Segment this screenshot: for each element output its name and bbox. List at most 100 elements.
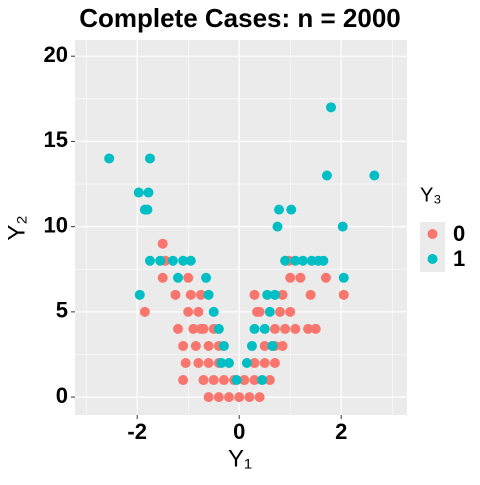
- y-tick-label: 20: [44, 42, 68, 67]
- point: [249, 358, 260, 369]
- y-tick-label: 10: [44, 212, 68, 237]
- point: [183, 306, 194, 317]
- point: [277, 289, 288, 300]
- point: [133, 187, 144, 198]
- point: [213, 392, 224, 403]
- point: [267, 340, 278, 351]
- point: [239, 375, 250, 386]
- point: [295, 272, 306, 283]
- point: [246, 340, 257, 351]
- point: [185, 289, 196, 300]
- point: [318, 255, 329, 266]
- point: [193, 306, 204, 317]
- point: [185, 255, 196, 266]
- point: [249, 375, 260, 386]
- panel: [75, 40, 407, 415]
- point: [208, 306, 219, 317]
- point: [273, 204, 284, 215]
- point: [338, 272, 349, 283]
- point: [173, 272, 184, 283]
- point: [143, 187, 154, 198]
- point: [326, 102, 337, 113]
- point: [264, 375, 275, 386]
- point: [195, 289, 206, 300]
- point: [144, 255, 155, 266]
- legend-label: 0: [453, 221, 465, 246]
- point: [264, 306, 275, 317]
- point: [213, 323, 224, 334]
- point: [269, 358, 280, 369]
- point: [275, 306, 286, 317]
- point: [216, 358, 227, 369]
- point: [188, 323, 199, 334]
- point: [203, 392, 214, 403]
- point: [170, 289, 181, 300]
- x-tick-label: 2: [335, 419, 347, 444]
- point: [337, 221, 348, 232]
- point: [290, 255, 301, 266]
- point: [203, 340, 214, 351]
- point: [224, 392, 235, 403]
- point: [369, 170, 380, 181]
- point: [257, 375, 268, 386]
- chart-title: Complete Cases: n = 2000: [79, 3, 401, 33]
- point: [241, 358, 252, 369]
- point: [286, 204, 297, 215]
- point: [198, 323, 209, 334]
- point: [290, 323, 301, 334]
- point: [338, 289, 349, 300]
- point: [178, 255, 189, 266]
- x-tick-label: 0: [233, 419, 245, 444]
- point: [280, 255, 291, 266]
- point: [272, 221, 283, 232]
- point: [144, 153, 155, 164]
- point: [218, 340, 229, 351]
- point: [203, 358, 214, 369]
- point: [262, 289, 273, 300]
- point: [244, 392, 255, 403]
- point: [231, 375, 242, 386]
- point: [218, 375, 229, 386]
- y-axis-label: Y₂: [3, 215, 30, 240]
- point: [285, 306, 296, 317]
- legend-marker: [427, 229, 438, 239]
- point: [157, 238, 168, 249]
- y-tick-label: 5: [56, 298, 68, 323]
- point: [305, 289, 316, 300]
- point: [320, 272, 331, 283]
- point: [190, 340, 201, 351]
- point: [310, 323, 321, 334]
- point: [183, 272, 194, 283]
- point: [277, 340, 288, 351]
- legend-title: Y₃: [420, 184, 441, 206]
- point: [178, 340, 189, 351]
- point: [285, 272, 296, 283]
- point: [269, 289, 280, 300]
- point: [249, 289, 260, 300]
- point: [249, 323, 260, 334]
- point: [303, 323, 314, 334]
- point: [193, 358, 204, 369]
- point: [234, 392, 245, 403]
- point: [259, 358, 270, 369]
- y-tick-label: 0: [56, 383, 68, 408]
- point: [157, 272, 168, 283]
- point: [167, 255, 178, 266]
- point: [134, 289, 145, 300]
- legend-marker: [427, 254, 438, 264]
- point: [252, 306, 263, 317]
- point: [269, 323, 280, 334]
- point: [155, 255, 166, 266]
- x-axis-label: Y₁: [228, 445, 252, 472]
- point: [180, 358, 191, 369]
- point: [173, 323, 184, 334]
- point: [297, 255, 308, 266]
- legend-label: 1: [453, 246, 465, 271]
- y-tick-label: 15: [44, 127, 68, 152]
- point: [203, 289, 214, 300]
- point: [201, 272, 212, 283]
- point: [104, 153, 115, 164]
- point: [178, 375, 189, 386]
- point: [139, 306, 150, 317]
